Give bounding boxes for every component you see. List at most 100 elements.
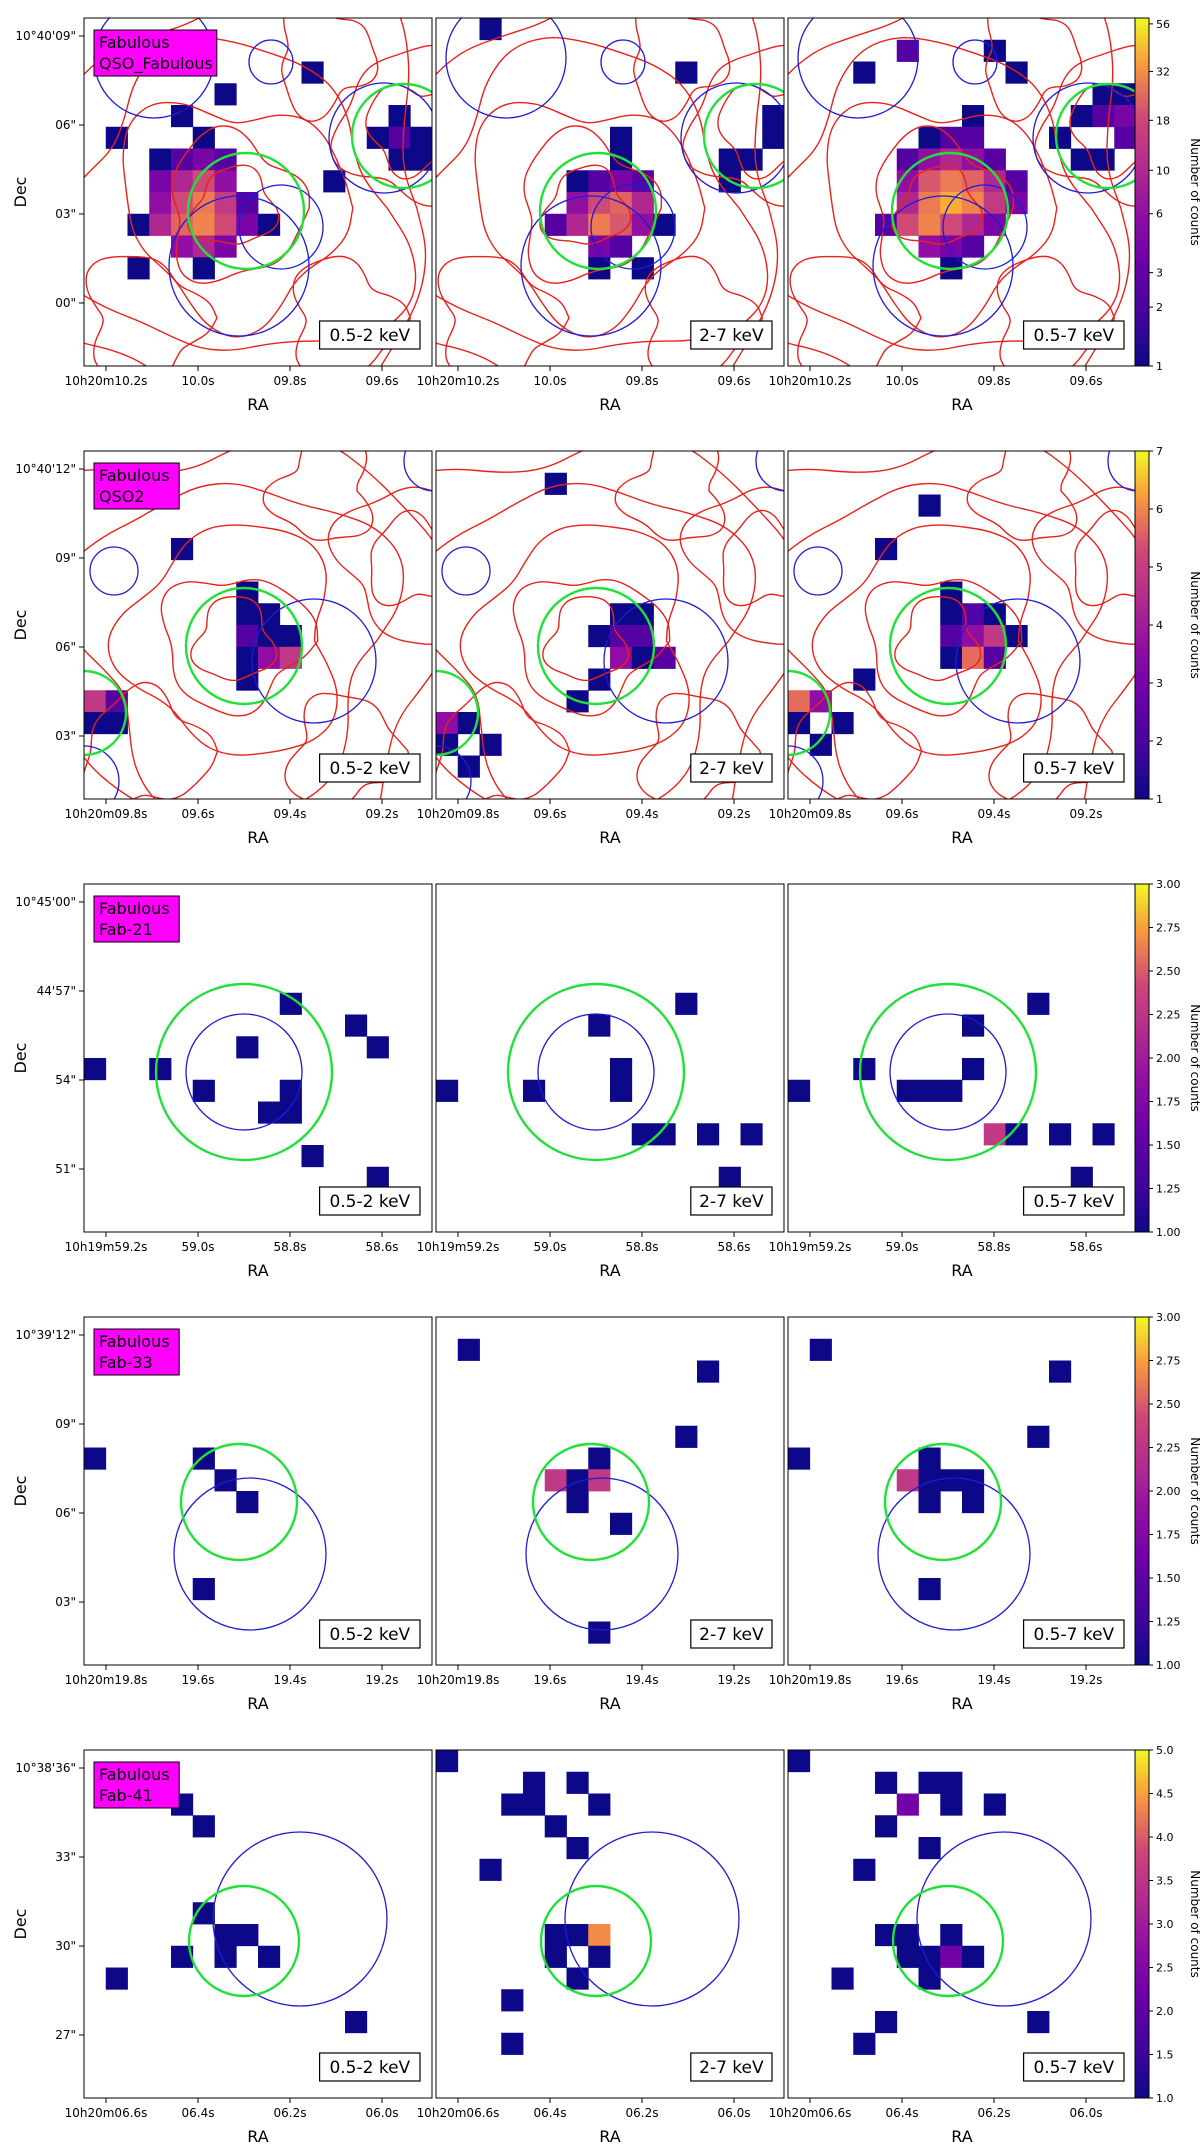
- colorbar-tick-label: 2.5: [1156, 1962, 1174, 1975]
- band-label-box: [690, 1619, 773, 1649]
- band-label-box: [1022, 753, 1125, 783]
- count-pixel: [831, 712, 854, 735]
- band-label-box: [319, 320, 421, 350]
- blue-region-circle: [537, 1013, 655, 1131]
- count-pixel: [171, 170, 194, 193]
- panel-content: [457, 1338, 720, 1644]
- x-tick-label: 10h20m09.8s: [417, 807, 500, 821]
- colorbar-tick-label: 1.5: [1156, 2049, 1174, 2062]
- blue-region-circle: [680, 82, 784, 194]
- figure-row-fab-41: 0.5-2 keV 10h20m06.6s 06.4s 06.2s 06.0s RA 10°…: [11, 1744, 1200, 2146]
- count-pixel: [366, 1036, 389, 1059]
- count-pixel: [279, 992, 302, 1015]
- colorbar-gradient: [1134, 1749, 1150, 2099]
- contour-line: [614, 451, 726, 541]
- blue-region-circle: [436, 745, 472, 799]
- green-source-circle: [187, 1884, 301, 1998]
- band-label-box: [319, 1186, 421, 1216]
- figure-row-fab-21: 0.5-2 keV 10h19m59.2s 59.0s 58.8s 58.6s RA 10°…: [11, 878, 1200, 1280]
- band-label-box: [319, 2052, 421, 2082]
- count-pixel: [171, 1945, 194, 1968]
- green-source-circle: [154, 982, 334, 1162]
- contour-line: [85, 255, 218, 366]
- count-pixel: [588, 1621, 611, 1644]
- count-pixel: [940, 1924, 963, 1947]
- contour-line: [365, 83, 432, 180]
- count-pixel: [544, 1469, 567, 1492]
- count-pixel: [588, 1469, 611, 1492]
- colorbar-tick-label: 3.5: [1156, 1875, 1174, 1888]
- blue-region-circle: [788, 745, 824, 799]
- count-pixel: [214, 1945, 237, 1968]
- band-label: 0.5-2 keV: [329, 1192, 410, 1212]
- green-source-circle: [179, 1442, 299, 1562]
- colorbar-tick-label: 56: [1156, 18, 1170, 31]
- count-pixel: [588, 1924, 611, 1947]
- count-pixel: [501, 1989, 524, 2012]
- count-pixel: [279, 1101, 302, 1124]
- count-pixel: [983, 148, 1006, 171]
- count-pixel: [127, 257, 150, 280]
- contour-line: [789, 255, 922, 366]
- count-pixel: [388, 148, 411, 171]
- source-tag-survey: Fabulous: [99, 899, 170, 918]
- x-axis-label: RA: [951, 2127, 972, 2146]
- count-pixel: [962, 126, 985, 149]
- count-pixel: [610, 1058, 633, 1081]
- colorbar-tick-label: 2: [1156, 301, 1163, 314]
- contour-line: [633, 18, 731, 122]
- count-pixel: [588, 170, 611, 193]
- x-axis-label: RA: [247, 1694, 268, 1713]
- count-pixel: [896, 170, 919, 193]
- source-tag-box: [93, 1328, 180, 1376]
- blue-region-circle: [520, 195, 662, 337]
- contour-line: [966, 451, 1078, 541]
- source-tag-name: Fab-41: [99, 1786, 153, 1805]
- count-pixel: [544, 472, 567, 495]
- green-source-circle: [436, 669, 480, 757]
- count-pixel: [940, 213, 963, 236]
- x-tick-label: 09.4s: [274, 807, 307, 821]
- count-pixel: [983, 625, 1006, 648]
- x-axis-label: RA: [247, 1261, 268, 1280]
- colorbar-tick-label: 1.25: [1156, 1616, 1181, 1629]
- panel-0.5-2 keV: 0.5-2 keV 10h20m06.6s 06.4s 06.2s 06.0s RA 10°…: [11, 1749, 433, 2146]
- colorbar-tick-label: 2.00: [1156, 1485, 1181, 1498]
- panel-0.5-2 keV: 0.5-2 keV 10h20m10.2s 10.0s 09.8s 09.6s RA 10°…: [11, 17, 433, 414]
- count-pixel: [214, 170, 237, 193]
- band-label: 0.5-2 keV: [329, 326, 410, 346]
- count-pixel: [457, 755, 480, 778]
- colorbar-label: Number of counts: [1188, 138, 1200, 246]
- count-pixel: [479, 733, 502, 756]
- count-pixel: [236, 646, 259, 669]
- panel-2-7 keV: 2-7 keV 10h19m59.2s 59.0s 58.8s 58.6s RA: [417, 883, 785, 1280]
- y-axis-label: Dec: [11, 177, 30, 208]
- count-pixel: [918, 192, 941, 215]
- contour-line: [864, 578, 1023, 717]
- band-label-box: [1022, 1186, 1125, 1216]
- count-pixel: [1114, 105, 1136, 128]
- count-pixel: [192, 213, 215, 236]
- count-pixel: [236, 1491, 259, 1514]
- count-pixel: [875, 2011, 898, 2034]
- x-tick-label: 10h20m06.6s: [417, 2106, 500, 2120]
- x-tick-label: 19.6s: [886, 1673, 919, 1687]
- y-axis-label: Dec: [11, 1476, 30, 1507]
- colorbar-label: Number of counts: [1188, 571, 1200, 679]
- blue-region-circle: [889, 1013, 1007, 1131]
- green-source-circle: [536, 586, 656, 706]
- count-pixel: [788, 1079, 811, 1102]
- count-pixel: [1027, 2011, 1050, 2034]
- x-axis-label: RA: [599, 828, 620, 847]
- y-tick-label: 44'57": [37, 984, 76, 998]
- count-pixel: [258, 646, 281, 669]
- count-pixel: [853, 668, 876, 691]
- source-tag-name: Fab-21: [99, 920, 153, 939]
- panel-frame: [83, 1749, 433, 2099]
- x-tick-label: 09.6s: [534, 807, 567, 821]
- count-pixel: [523, 1793, 546, 1816]
- y-tick-label: 10°38'36": [15, 1761, 76, 1775]
- x-tick-label: 09.2s: [1070, 807, 1103, 821]
- count-pixel: [983, 646, 1006, 669]
- x-tick-label: 59.0s: [182, 1240, 215, 1254]
